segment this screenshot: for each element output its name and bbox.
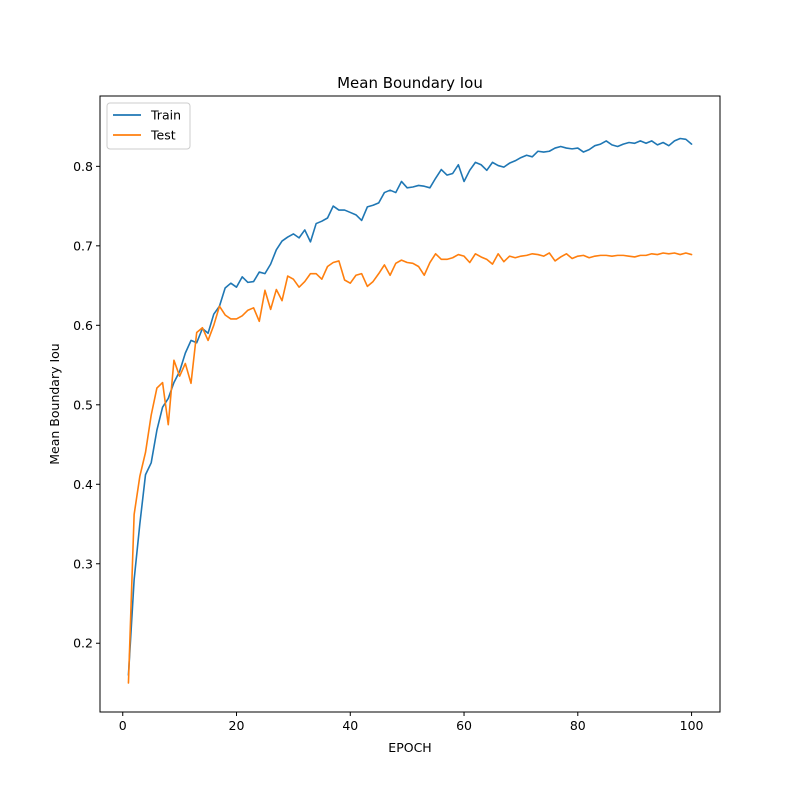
series-line-train (127, 137, 693, 676)
legend-label-test: Test (150, 128, 176, 143)
x-axis-label: EPOCH (388, 740, 431, 755)
y-tick-label: 0.4 (73, 477, 93, 492)
y-tick-label: 0.2 (73, 636, 93, 651)
plot-area-frame (99, 95, 721, 713)
y-tick-label: 0.3 (73, 556, 93, 571)
y-tick-label: 0.6 (73, 318, 93, 333)
legend: Train Test (106, 102, 191, 150)
x-tick-label: 60 (456, 718, 472, 733)
chart-title: Mean Boundary Iou (337, 74, 483, 92)
y-axis-label: Mean Boundary Iou (47, 343, 62, 464)
x-tick-label: 0 (119, 718, 127, 733)
series-line-test (127, 252, 693, 684)
x-tick-label: 20 (229, 718, 245, 733)
y-tick-label: 0.5 (73, 397, 93, 412)
y-axis-ticks: 0.2 0.3 0.4 0.5 0.6 0.7 0.8 (73, 159, 100, 651)
x-tick-label: 40 (342, 718, 358, 733)
x-axis-ticks: 0 20 40 60 80 100 (119, 712, 704, 733)
legend-label-train: Train (150, 108, 181, 123)
y-tick-label: 0.8 (73, 159, 93, 174)
y-tick-label: 0.7 (73, 238, 93, 253)
x-tick-label: 100 (680, 718, 704, 733)
series-layer (127, 137, 693, 684)
x-tick-label: 80 (570, 718, 586, 733)
